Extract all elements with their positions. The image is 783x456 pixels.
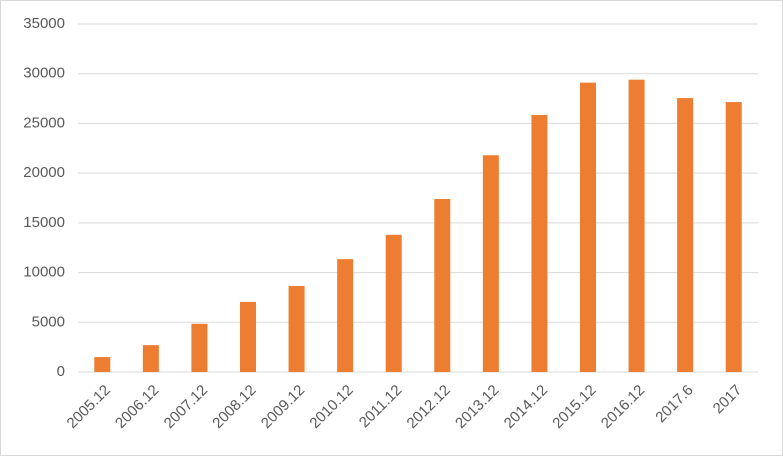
- bar: [725, 102, 742, 373]
- y-tick-label: 5000: [32, 313, 65, 330]
- y-tick-label: 20000: [23, 164, 65, 181]
- bar: [337, 259, 354, 372]
- bar: [482, 155, 499, 372]
- bar: [288, 285, 305, 372]
- y-tick-label: 0: [57, 363, 65, 380]
- y-tick-label: 15000: [23, 214, 65, 231]
- bar: [580, 82, 596, 373]
- bar: [434, 198, 451, 372]
- y-tick-label: 30000: [23, 65, 65, 82]
- y-tick-label: 10000: [23, 264, 65, 281]
- bar: [142, 345, 159, 372]
- bar: [531, 114, 548, 372]
- bar: [94, 357, 111, 372]
- bar: [191, 323, 208, 372]
- bar: [240, 301, 256, 372]
- bar: [385, 234, 402, 372]
- y-tick-label: 25000: [23, 114, 65, 131]
- y-tick-label: 35000: [23, 15, 65, 32]
- bar: [677, 98, 694, 373]
- bar: [628, 79, 645, 373]
